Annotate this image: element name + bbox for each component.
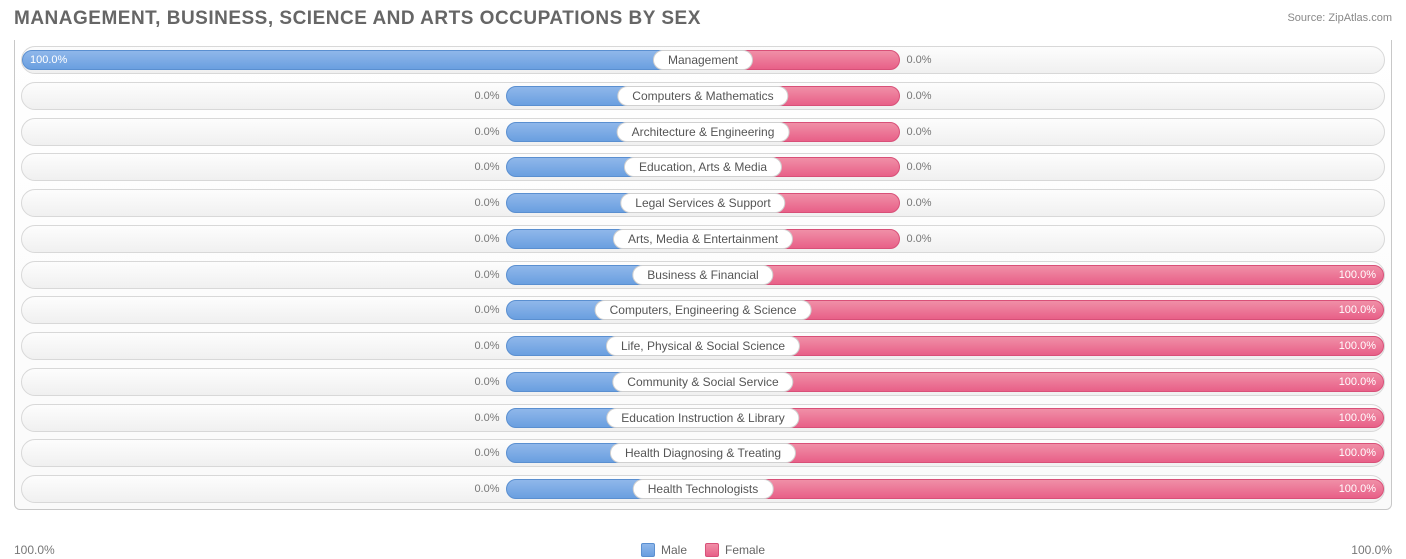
male-value: 0.0% bbox=[474, 126, 499, 138]
chart-row: 0.0% 100.0% Computers, Engineering & Scien… bbox=[21, 296, 1385, 324]
female-bar bbox=[703, 265, 1384, 285]
female-value: 100.0% bbox=[1339, 376, 1376, 388]
chart-row: 0.0% 100.0% Life, Physical & Social Scienc… bbox=[21, 332, 1385, 360]
female-value: 100.0% bbox=[1339, 340, 1376, 352]
male-value: 0.0% bbox=[474, 412, 499, 424]
legend-male: Male bbox=[641, 543, 687, 557]
legend-male-swatch bbox=[641, 543, 655, 557]
chart-row: 0.0% 100.0% Community & Social Service bbox=[21, 368, 1385, 396]
female-value: 100.0% bbox=[1339, 269, 1376, 281]
category-label: Education, Arts & Media bbox=[624, 157, 782, 177]
male-value: 0.0% bbox=[474, 269, 499, 281]
male-value: 0.0% bbox=[474, 340, 499, 352]
legend-female-swatch bbox=[705, 543, 719, 557]
category-label: Life, Physical & Social Science bbox=[606, 336, 800, 356]
male-value: 0.0% bbox=[474, 90, 499, 102]
chart-row: 0.0% 100.0% Education Instruction & Librar… bbox=[21, 404, 1385, 432]
category-label: Education Instruction & Library bbox=[606, 408, 799, 428]
female-value: 0.0% bbox=[906, 197, 931, 209]
chart-row: 0.0% 100.0% Health Diagnosing & Treating bbox=[21, 439, 1385, 467]
female-value: 100.0% bbox=[1339, 304, 1376, 316]
category-label: Health Technologists bbox=[633, 479, 774, 499]
female-value: 0.0% bbox=[906, 90, 931, 102]
chart-row: 0.0% 0.0% Education, Arts & Media bbox=[21, 153, 1385, 181]
male-value: 0.0% bbox=[474, 197, 499, 209]
chart-plot-area: 100.0% 0.0% Management 0.0% 0.0% Computers & … bbox=[14, 40, 1392, 510]
category-label: Computers & Mathematics bbox=[617, 86, 788, 106]
male-value: 0.0% bbox=[474, 233, 499, 245]
chart-row: 100.0% 0.0% Management bbox=[21, 46, 1385, 74]
category-label: Legal Services & Support bbox=[620, 193, 785, 213]
chart-row: 0.0% 100.0% Business & Financial bbox=[21, 261, 1385, 289]
chart-row: 0.0% 100.0% Health Technologists bbox=[21, 475, 1385, 503]
female-value: 100.0% bbox=[1339, 412, 1376, 424]
female-bar bbox=[703, 336, 1384, 356]
legend-female-label: Female bbox=[725, 543, 765, 557]
female-bar bbox=[703, 479, 1384, 499]
category-label: Community & Social Service bbox=[612, 372, 793, 392]
category-label: Arts, Media & Entertainment bbox=[613, 229, 793, 249]
chart-row: 0.0% 0.0% Architecture & Engineering bbox=[21, 118, 1385, 146]
female-value: 0.0% bbox=[906, 126, 931, 138]
chart-rows: 100.0% 0.0% Management 0.0% 0.0% Computers & … bbox=[21, 46, 1385, 503]
axis-right-label: 100.0% bbox=[1351, 543, 1392, 557]
male-value: 0.0% bbox=[474, 161, 499, 173]
category-label: Architecture & Engineering bbox=[617, 122, 790, 142]
male-value: 0.0% bbox=[474, 304, 499, 316]
female-value: 100.0% bbox=[1339, 483, 1376, 495]
female-bar bbox=[703, 372, 1384, 392]
category-label: Business & Financial bbox=[632, 265, 773, 285]
chart-source: Source: ZipAtlas.com bbox=[1287, 8, 1392, 24]
male-value: 100.0% bbox=[30, 54, 67, 66]
female-bar bbox=[703, 408, 1384, 428]
axis-left-label: 100.0% bbox=[14, 543, 55, 557]
male-value: 0.0% bbox=[474, 483, 499, 495]
chart-header: MANAGEMENT, BUSINESS, SCIENCE AND ARTS O… bbox=[0, 0, 1406, 36]
female-value: 0.0% bbox=[906, 54, 931, 66]
legend-male-label: Male bbox=[661, 543, 687, 557]
female-value: 100.0% bbox=[1339, 447, 1376, 459]
female-value: 0.0% bbox=[906, 161, 931, 173]
female-value: 0.0% bbox=[906, 233, 931, 245]
chart-title: MANAGEMENT, BUSINESS, SCIENCE AND ARTS O… bbox=[14, 8, 701, 30]
category-label: Computers, Engineering & Science bbox=[595, 300, 812, 320]
chart-row: 0.0% 0.0% Arts, Media & Entertainment bbox=[21, 225, 1385, 253]
category-label: Health Diagnosing & Treating bbox=[610, 443, 796, 463]
chart-row: 0.0% 0.0% Computers & Mathematics bbox=[21, 82, 1385, 110]
chart-row: 0.0% 0.0% Legal Services & Support bbox=[21, 189, 1385, 217]
male-value: 0.0% bbox=[474, 447, 499, 459]
chart-legend: Male Female bbox=[641, 543, 765, 557]
male-bar bbox=[22, 50, 703, 70]
female-bar bbox=[703, 443, 1384, 463]
male-value: 0.0% bbox=[474, 376, 499, 388]
legend-female: Female bbox=[705, 543, 765, 557]
category-label: Management bbox=[653, 50, 753, 70]
